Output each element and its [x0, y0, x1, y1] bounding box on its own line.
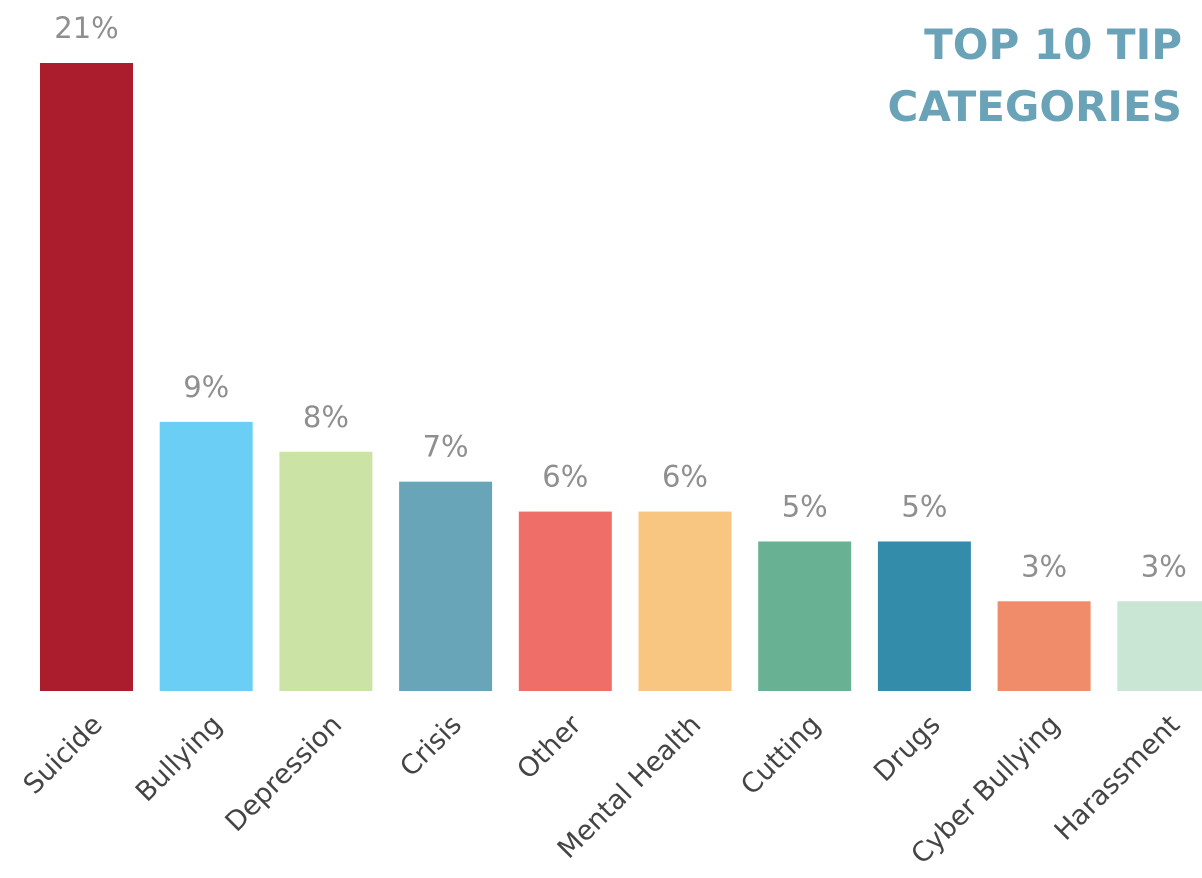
bar — [40, 63, 133, 691]
x-tick-label: Cutting — [735, 709, 827, 801]
bar — [399, 481, 493, 691]
x-tick-label: Bullying — [130, 709, 229, 808]
value-label: 7% — [423, 430, 469, 464]
x-tick-label: Depression — [220, 709, 349, 838]
bar — [159, 421, 253, 691]
value-label: 9% — [183, 370, 229, 404]
value-label: 21% — [54, 11, 118, 45]
value-label: 8% — [303, 400, 349, 434]
bar — [1117, 601, 1202, 691]
bar — [279, 451, 373, 691]
value-label: 5% — [782, 489, 828, 523]
bar — [997, 601, 1091, 691]
value-label: 3% — [1021, 549, 1067, 583]
x-tick-label: Crisis — [394, 709, 468, 783]
x-tick-label: Suicide — [18, 709, 109, 800]
value-label: 6% — [542, 460, 588, 494]
value-label: 6% — [662, 460, 708, 494]
x-tick-label: Drugs — [868, 709, 947, 788]
value-label: 5% — [901, 489, 947, 523]
value-label: 3% — [1141, 549, 1187, 583]
bar — [758, 541, 852, 691]
bar — [638, 511, 732, 691]
bar — [877, 541, 971, 691]
chart-title: TOP 10 TIP CATEGORIES — [887, 20, 1183, 131]
x-tick-label: Harassment — [1049, 709, 1186, 846]
bar — [518, 511, 612, 691]
x-tick-label: Other — [511, 709, 588, 786]
